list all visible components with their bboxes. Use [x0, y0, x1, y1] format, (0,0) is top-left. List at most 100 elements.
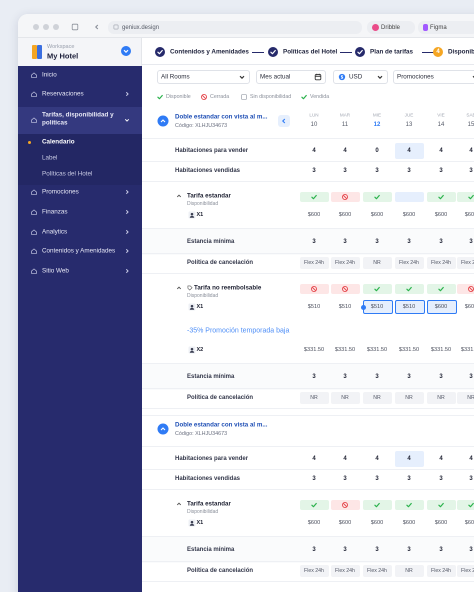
status-available-glyph	[311, 194, 317, 200]
legend-label: Disponible	[166, 94, 191, 100]
day-name: LUN	[309, 112, 319, 118]
row-label: Habitaciones para vender	[175, 456, 249, 462]
nav-icon	[31, 209, 38, 216]
room-toggle-chevron-glyph	[160, 119, 166, 123]
cell-value: 3	[407, 374, 411, 380]
cell-value: 3	[439, 374, 443, 380]
cell-value: 4	[439, 456, 443, 462]
nav-icon-glyph	[31, 209, 37, 215]
policy-cell	[330, 257, 360, 269]
nav-icon-glyph	[31, 248, 37, 254]
policy-value: Flex 24h	[431, 260, 451, 266]
nav-chevron	[124, 268, 131, 275]
nav-item: Reservaciones	[42, 90, 84, 98]
price: $600	[464, 304, 474, 310]
policy-value: Flex 24h	[335, 568, 355, 574]
filter-box	[256, 70, 326, 84]
day-date: 10	[310, 121, 318, 128]
prev-week-arrow	[280, 117, 288, 125]
status-available	[374, 194, 381, 201]
rate-tag	[187, 285, 193, 291]
legend-icon	[201, 94, 208, 101]
nav-icon	[31, 116, 38, 123]
legend-icon-glyph	[301, 94, 307, 100]
price: $331.50	[430, 347, 452, 353]
room-toggle	[157, 115, 169, 127]
room-name: Doble estandar con vista al m...	[175, 421, 268, 428]
policy-value: Flex 24h	[367, 568, 387, 574]
min-stay-row	[142, 364, 474, 390]
status-available-glyph	[311, 502, 317, 508]
step-label: Disponibilidad	[448, 48, 474, 56]
policy-cell	[426, 392, 456, 404]
day-date: 13	[405, 121, 413, 128]
cell-value: 4	[343, 148, 347, 154]
room-toggle-chevron	[159, 425, 167, 433]
filter-value: USD	[349, 73, 363, 81]
workspace-chevron-glyph	[123, 49, 129, 53]
price: $331.50	[303, 347, 325, 353]
occupancy-icon	[188, 211, 196, 219]
price: $600	[464, 212, 474, 218]
active-dot	[28, 140, 31, 144]
legend-icon-glyph	[201, 94, 207, 100]
status-available	[406, 502, 413, 509]
step-check	[270, 49, 277, 56]
site-icon-glyph	[113, 24, 119, 30]
legend-icon	[241, 94, 248, 101]
nav-icon-glyph	[31, 72, 37, 78]
status-closed-glyph	[311, 286, 317, 292]
status-available	[374, 502, 381, 509]
policy-value: NR	[467, 395, 474, 401]
status-available-glyph	[374, 286, 380, 292]
policy-value: Flex 24h	[304, 568, 324, 574]
status-closed-glyph	[342, 286, 348, 292]
row-divider	[142, 469, 474, 470]
status-closed-glyph	[468, 286, 474, 292]
status-available	[438, 286, 445, 293]
nav-chevron-glyph	[124, 118, 130, 122]
status-available	[468, 194, 474, 201]
price: $600	[464, 520, 474, 526]
row-label: Estancia mínima	[187, 374, 235, 380]
occupancy: X1	[196, 212, 204, 218]
rate-subtitle: Disponibilidad	[187, 508, 219, 515]
status-cell	[299, 192, 329, 202]
cell-value: 3	[407, 168, 411, 174]
room-toggle	[157, 423, 169, 435]
policy-cell	[426, 257, 456, 269]
url: geniux.design	[122, 24, 160, 31]
occupancy: X1	[196, 304, 204, 310]
legend-icon	[157, 94, 164, 101]
cell-value: 3	[312, 374, 316, 380]
status-available	[438, 502, 445, 509]
policy-cell	[456, 392, 474, 404]
policy-value: NR	[405, 568, 413, 574]
subnav-item: Políticas del Hotel	[42, 170, 93, 178]
row-label: Habitaciones vendidas	[175, 168, 241, 174]
day-date: 14	[437, 121, 445, 128]
nav-chevron	[124, 91, 131, 98]
cell-value: 4	[439, 148, 443, 154]
workspace-chevron	[122, 47, 130, 55]
rate-name: Tarifa no reembolsable	[194, 284, 262, 292]
logo	[32, 45, 37, 59]
policy-cell	[299, 257, 329, 269]
nav-icon	[31, 248, 38, 255]
row-divider	[142, 273, 474, 274]
status-cell	[456, 192, 474, 202]
filter-calendar-glyph	[314, 73, 322, 81]
price: $510	[307, 304, 321, 310]
cell-value: 3	[343, 374, 347, 380]
status-cell	[362, 500, 392, 510]
status-closed	[468, 286, 474, 293]
subnav-item: Calendario	[42, 138, 75, 146]
cell-value: 3	[375, 476, 379, 482]
price: $600	[434, 212, 448, 218]
status-available-glyph	[468, 502, 474, 508]
price: $600	[307, 212, 321, 218]
occupancy: X1	[196, 520, 204, 526]
nav-icon	[31, 229, 38, 236]
cell-value: 3	[469, 547, 473, 553]
